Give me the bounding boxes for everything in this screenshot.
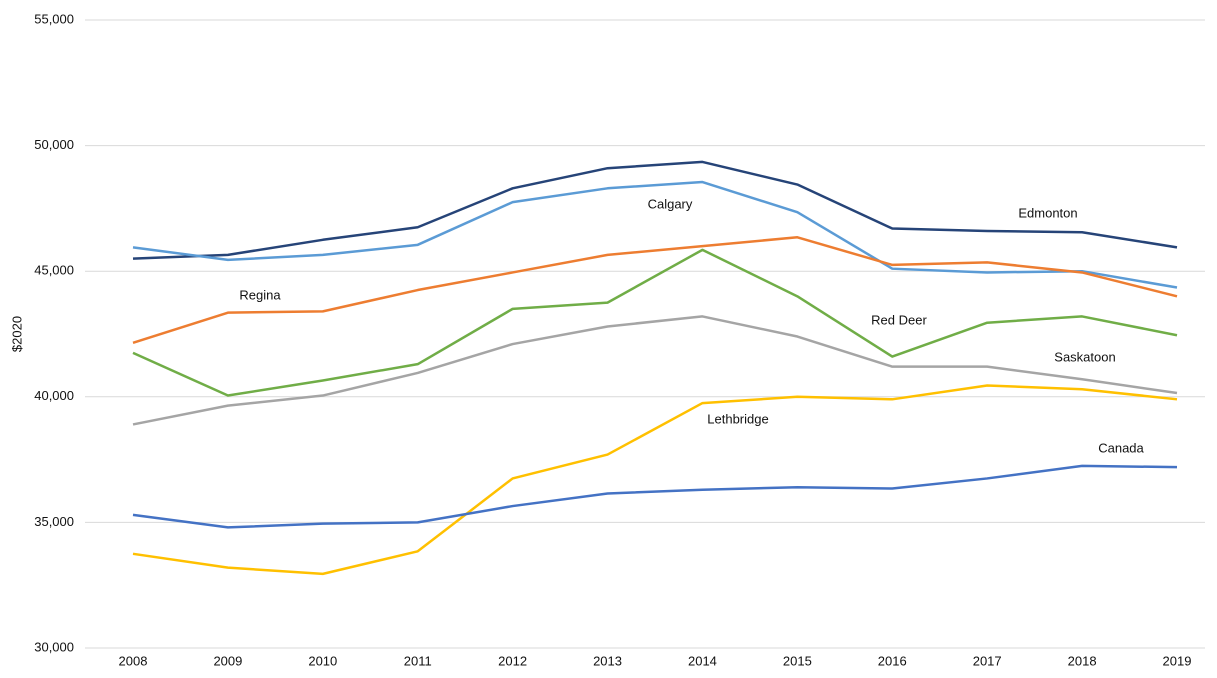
x-tick-label: 2013 [593,653,622,668]
x-tick-label: 2010 [308,653,337,668]
series-label: Red Deer [871,312,927,327]
series-label: Canada [1098,440,1144,455]
y-tick-label: 30,000 [34,639,74,654]
x-tick-label: 2008 [119,653,148,668]
y-axis-label: $2020 [9,316,24,352]
series-label: Saskatoon [1054,349,1115,364]
x-tick-label: 2019 [1163,653,1192,668]
x-tick-label: 2014 [688,653,717,668]
x-tick-label: 2009 [213,653,242,668]
series-line [132,180,1178,289]
series-label: Calgary [648,196,693,211]
series-label: Lethbridge [707,411,768,426]
x-tick-label: 2017 [973,653,1002,668]
series-line [132,384,1178,576]
series-label: Edmonton [1018,205,1077,220]
x-tick-label: 2011 [404,653,432,668]
series-line [132,160,1178,260]
y-tick-label: 35,000 [34,514,74,529]
y-tick-label: 55,000 [34,11,74,26]
series-label: Regina [239,287,281,302]
series-line [132,464,1178,529]
x-tick-label: 2018 [1068,653,1097,668]
y-tick-label: 45,000 [34,263,74,278]
x-tick-label: 2015 [783,653,812,668]
y-tick-label: 40,000 [34,388,74,403]
series-line [132,248,1178,397]
y-tick-label: 50,000 [34,137,74,152]
series-line [132,236,1178,344]
series-line [132,315,1178,426]
x-tick-label: 2012 [498,653,527,668]
x-tick-label: 2016 [878,653,907,668]
